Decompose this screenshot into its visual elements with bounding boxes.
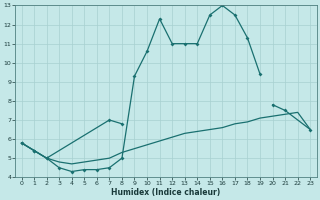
X-axis label: Humidex (Indice chaleur): Humidex (Indice chaleur) (111, 188, 220, 197)
